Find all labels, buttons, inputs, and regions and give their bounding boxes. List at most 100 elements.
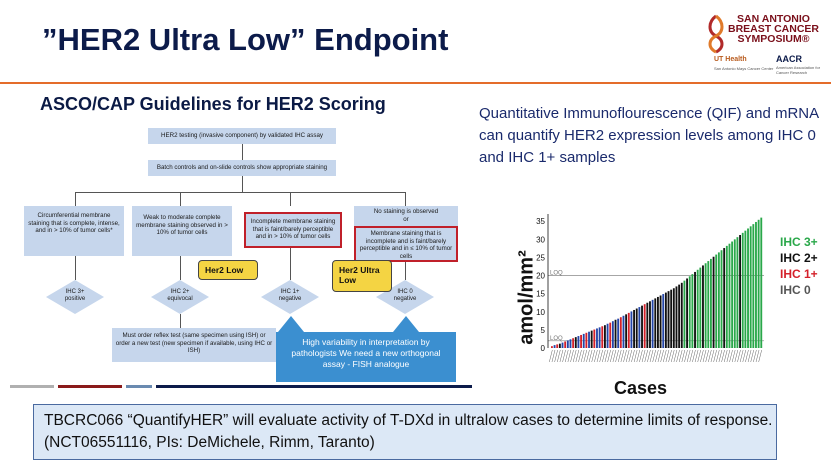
trial-note-box: TBCRC066 “QuantifyHER” will evaluate act… bbox=[33, 404, 777, 460]
loq-label: LOQ bbox=[550, 336, 563, 342]
x-tick-mark bbox=[602, 349, 606, 363]
reflex-test-box: Must order reflex test (same specimen us… bbox=[112, 328, 276, 362]
bar bbox=[717, 252, 720, 348]
x-tick-mark bbox=[655, 349, 659, 363]
bar bbox=[672, 288, 675, 348]
x-tick-mark bbox=[737, 349, 741, 363]
bar bbox=[725, 245, 728, 348]
x-tick-mark bbox=[684, 349, 688, 363]
x-tick-mark bbox=[716, 349, 720, 363]
x-tick-mark bbox=[663, 349, 667, 363]
x-tick-mark bbox=[713, 349, 717, 363]
bar bbox=[710, 258, 712, 348]
arrow-up-icon bbox=[393, 316, 419, 332]
bar bbox=[614, 319, 617, 348]
x-tick-mark bbox=[686, 349, 691, 363]
result-3plus-diamond: IHC 3+ positive bbox=[46, 280, 104, 314]
bar bbox=[760, 217, 763, 348]
bar bbox=[699, 267, 702, 348]
connector bbox=[180, 256, 181, 280]
bar bbox=[585, 332, 588, 348]
y-tick-label: 30 bbox=[536, 235, 545, 244]
x-tick-mark bbox=[554, 349, 558, 363]
guidelines-title: ASCO/CAP Guidelines for HER2 Scoring bbox=[40, 94, 386, 114]
bar bbox=[590, 330, 593, 348]
connector bbox=[242, 176, 243, 192]
title-divider bbox=[0, 82, 831, 84]
x-tick-mark bbox=[750, 349, 754, 363]
x-tick-mark bbox=[721, 349, 725, 363]
logo-text: SAN ANTONIO BREAST CANCER SYMPOSIUM® bbox=[728, 13, 820, 45]
connector bbox=[75, 256, 76, 280]
bar bbox=[664, 292, 667, 348]
x-tick-mark bbox=[580, 349, 585, 363]
slide-title: ”HER2 Ultra Low” Endpoint bbox=[42, 22, 449, 57]
bar bbox=[704, 263, 707, 348]
bar bbox=[728, 243, 731, 348]
bar bbox=[744, 230, 747, 348]
bar bbox=[675, 286, 678, 348]
x-tick-mark bbox=[718, 349, 723, 363]
x-tick-mark bbox=[745, 349, 749, 363]
bar bbox=[635, 308, 638, 348]
ribbon-icon bbox=[708, 14, 724, 54]
x-tick-mark bbox=[747, 349, 752, 363]
criteria-1plus-box: Incomplete membrane staining that is fai… bbox=[244, 212, 342, 248]
x-tick-mark bbox=[723, 349, 728, 363]
x-tick-mark bbox=[604, 349, 609, 363]
x-tick-mark bbox=[575, 349, 580, 363]
x-tick-mark bbox=[633, 349, 638, 363]
result-1plus-diamond: IHC 1+ negative bbox=[261, 280, 319, 314]
bar bbox=[574, 337, 577, 348]
bar bbox=[611, 321, 614, 348]
x-tick-mark bbox=[647, 349, 651, 363]
x-tick-mark bbox=[678, 349, 683, 363]
x-tick-mark bbox=[586, 349, 590, 363]
ut-health-sub: San Antonio Mays Cancer Center bbox=[714, 66, 774, 71]
bar bbox=[702, 265, 704, 348]
x-tick-mark bbox=[594, 349, 598, 363]
x-tick-mark bbox=[694, 349, 699, 363]
x-tick-mark bbox=[665, 349, 670, 363]
bar bbox=[582, 333, 585, 348]
x-tick-mark bbox=[578, 349, 582, 363]
testing-box: HER2 testing (invasive component) by val… bbox=[148, 128, 336, 144]
x-tick-mark bbox=[755, 349, 760, 363]
connector bbox=[290, 192, 291, 206]
y-tick-label: 20 bbox=[536, 272, 545, 281]
symposium-logo: SAN ANTONIO BREAST CANCER SYMPOSIUM® UT … bbox=[706, 10, 828, 80]
bar bbox=[720, 250, 723, 348]
bar bbox=[556, 344, 559, 348]
x-tick-mark bbox=[668, 349, 672, 363]
loq-label: LOQ bbox=[550, 271, 563, 277]
x-tick-mark bbox=[636, 349, 641, 363]
x-tick-mark bbox=[617, 349, 622, 363]
bar bbox=[598, 327, 601, 348]
x-tick-mark bbox=[641, 349, 646, 363]
x-tick-mark bbox=[607, 349, 611, 363]
legend-ihc1: IHC 1+ bbox=[780, 267, 818, 281]
bar bbox=[569, 339, 572, 348]
connector bbox=[75, 192, 405, 193]
arrow-up-icon bbox=[278, 316, 304, 332]
bar bbox=[577, 336, 580, 348]
legend-ihc0: IHC 0 bbox=[780, 283, 811, 297]
chart-xlabel: Cases bbox=[614, 378, 668, 398]
y-tick-label: 25 bbox=[536, 253, 545, 262]
connector bbox=[242, 144, 243, 160]
x-tick-mark bbox=[591, 349, 595, 363]
her2-ultralow-callout: Her2 Ultra Low bbox=[332, 260, 392, 292]
x-tick-mark bbox=[557, 349, 561, 363]
x-tick-mark bbox=[670, 349, 675, 363]
bar bbox=[694, 271, 696, 348]
x-tick-mark bbox=[676, 349, 680, 363]
bar bbox=[625, 314, 628, 348]
bar bbox=[588, 331, 590, 348]
x-tick-mark bbox=[652, 349, 656, 363]
y-tick-label: 15 bbox=[536, 290, 545, 299]
bar bbox=[633, 309, 635, 348]
x-tick-mark bbox=[639, 349, 643, 363]
result-2plus-diamond: IHC 2+ equivocal bbox=[151, 280, 209, 314]
x-tick-mark bbox=[697, 349, 701, 363]
bar bbox=[606, 323, 609, 348]
